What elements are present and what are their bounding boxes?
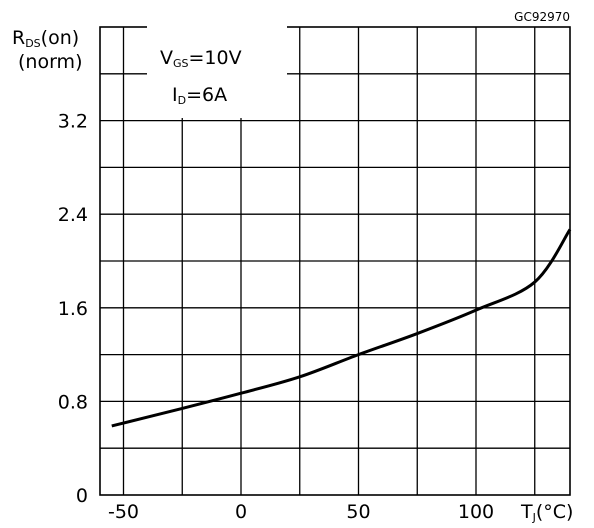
y-tick-label: 0.8 bbox=[58, 391, 88, 413]
condition-id: ID=6A bbox=[172, 84, 227, 107]
condition-vgs-main: V bbox=[160, 47, 173, 69]
x-tick-label: -50 bbox=[108, 501, 139, 523]
tick-labels: 0 0.8 1.6 2.4 3.2 -50 0 50 100 bbox=[58, 111, 494, 523]
plot-frame bbox=[99, 26, 571, 496]
series bbox=[111, 228, 572, 428]
x-axis-title: TJ(°C) bbox=[520, 501, 573, 524]
condition-vgs: VGS=10V bbox=[160, 47, 242, 70]
y-axis-title-suffix: (on) bbox=[41, 27, 80, 49]
series-line bbox=[111, 228, 572, 428]
conditions-box bbox=[147, 26, 287, 118]
figure-id: GC92970 bbox=[514, 10, 570, 24]
condition-vgs-sub: GS bbox=[173, 57, 189, 70]
x-tick-label: 0 bbox=[235, 501, 247, 523]
grid bbox=[99, 26, 571, 496]
y-tick-label: 3.2 bbox=[58, 111, 88, 133]
y-axis-title-main: R bbox=[12, 27, 25, 49]
x-axis-title-main: T bbox=[520, 501, 533, 523]
condition-id-sub: D bbox=[178, 94, 186, 107]
x-axis-title-suffix: (°C) bbox=[536, 501, 574, 523]
x-axis-title-sub: J bbox=[532, 511, 536, 524]
condition-vgs-value: =10V bbox=[189, 47, 242, 69]
y-axis-title-sub: DS bbox=[25, 37, 40, 50]
y-tick-label: 1.6 bbox=[58, 298, 88, 320]
condition-id-main: I bbox=[172, 84, 178, 106]
x-tick-label: 100 bbox=[458, 501, 494, 523]
y-tick-label: 0 bbox=[76, 485, 88, 507]
condition-id-value: =6A bbox=[186, 84, 227, 106]
x-tick-label: 50 bbox=[346, 501, 370, 523]
y-axis-title-line2: (norm) bbox=[18, 51, 82, 73]
y-tick-label: 2.4 bbox=[58, 204, 88, 226]
y-axis-title: RDS(on) bbox=[12, 27, 79, 50]
